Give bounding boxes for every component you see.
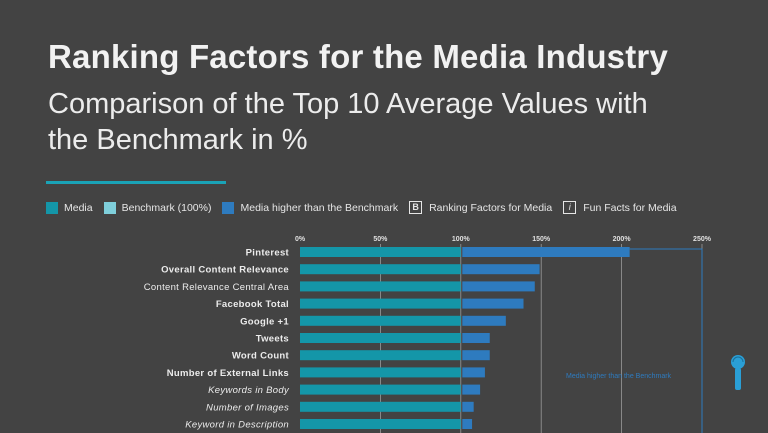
legend-swatch-higher [222, 201, 235, 214]
highlight-outline [629, 248, 703, 433]
bar-media [300, 384, 461, 395]
page-subtitle: Comparison of the Top 10 Average Values … [48, 88, 648, 156]
x-tick-label: 50% [373, 236, 388, 243]
category-label: Keywords in Body [208, 385, 290, 396]
bar-above-benchmark [462, 419, 473, 429]
category-label: Number of Images [206, 402, 289, 413]
legend-label: Media higher than the Benchmark [240, 201, 399, 214]
bar-above-benchmark [462, 281, 535, 292]
x-tick-label: 150% [532, 236, 551, 243]
category-label: Tweets [256, 334, 289, 345]
legend-item-ranking: B Ranking Factors for Media [409, 201, 552, 214]
x-tick-label: 0% [295, 236, 306, 243]
category-label: Facebook Total [216, 299, 289, 310]
microphone-icon [731, 355, 745, 390]
bar-above-benchmark [462, 367, 485, 378]
x-tick-label: 250% [693, 236, 712, 243]
bar-above-benchmark [462, 247, 630, 257]
bar-above-benchmark [462, 350, 490, 361]
legend-label: Fun Facts for Media [583, 201, 677, 214]
legend-label: Media [64, 201, 93, 214]
bar-above-benchmark [462, 333, 490, 343]
bar-media [300, 298, 461, 309]
ranking-factor-icon: B [409, 201, 423, 214]
x-tick-label: 200% [613, 236, 632, 243]
bar-media [300, 333, 461, 343]
legend-item-benchmark: Benchmark (100%) [103, 201, 212, 214]
legend-swatch-benchmark [103, 201, 116, 214]
legend-label: Ranking Factors for Media [429, 201, 553, 214]
legend-item-funfacts: i Fun Facts for Media [563, 201, 677, 214]
bar-media [300, 419, 461, 429]
bar-media [300, 315, 461, 326]
category-label: Content Relevance Central Area [144, 282, 290, 293]
page-title: Ranking Factors for the Media Industry [48, 38, 669, 75]
bar-above-benchmark [462, 401, 474, 412]
x-tick-label: 100% [452, 236, 471, 243]
bar-above-benchmark [462, 264, 540, 275]
bar-media [300, 281, 461, 292]
bar-media [300, 247, 461, 257]
category-label: Word Count [232, 351, 290, 362]
bar-above-benchmark [462, 384, 481, 395]
title-divider [46, 181, 226, 184]
bar-above-benchmark [462, 298, 524, 309]
bar-media [300, 350, 461, 361]
chart-annotation: Media higher than the Benchmark [566, 373, 672, 380]
legend-label: Benchmark (100%) [121, 201, 212, 214]
bar-media [300, 401, 461, 412]
legend-item-higher: Media higher than the Benchmark [222, 201, 399, 214]
bar-above-benchmark [462, 315, 506, 326]
category-label: Google +1 [240, 316, 289, 327]
bar-media [300, 264, 461, 275]
category-label: Overall Content Relevance [161, 265, 289, 276]
category-label: Keyword in Description [185, 420, 289, 431]
fun-fact-icon: i [563, 201, 577, 214]
chart-legend: Media Benchmark (100%) Media higher than… [46, 201, 688, 214]
legend-item-media: Media [46, 201, 93, 214]
category-label: Pinterest [246, 248, 290, 259]
bar-media [300, 367, 461, 378]
legend-swatch-media [46, 201, 58, 214]
category-label: Number of External Links [167, 368, 289, 379]
